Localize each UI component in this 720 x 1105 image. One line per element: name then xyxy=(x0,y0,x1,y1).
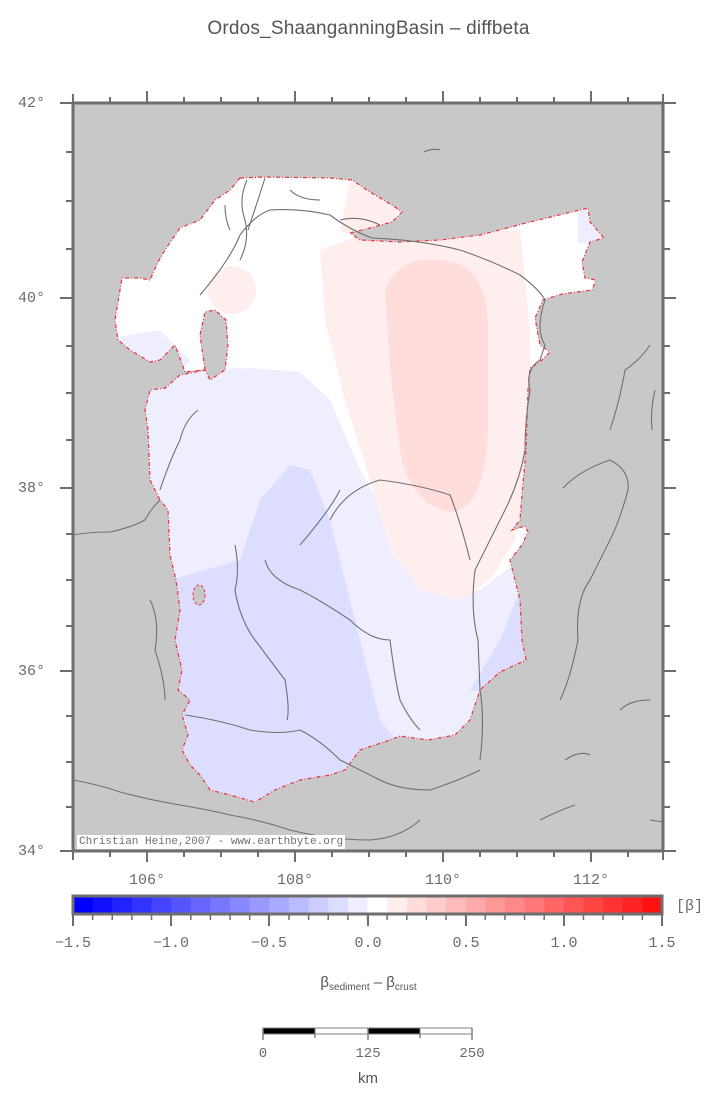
colorbar-cell xyxy=(288,896,310,914)
lon-label-108: 108° xyxy=(276,872,313,889)
colorbar-cell xyxy=(190,896,211,914)
lat-label-40: 40° xyxy=(18,290,46,307)
colorbar-cell xyxy=(603,896,624,914)
bottom-ticks xyxy=(72,851,664,862)
colorbar-title: βsediment – βcrust xyxy=(320,974,417,993)
colorbar-tick-label: −1.0 xyxy=(152,935,189,952)
colorbar-cell xyxy=(347,896,368,914)
colorbar-tick-label: −0.5 xyxy=(250,935,287,952)
colorbar-tick-label: 0.5 xyxy=(452,935,480,952)
colorbar-cell xyxy=(249,896,270,914)
lat-label-36: 36° xyxy=(18,663,46,680)
lat-label-38: 38° xyxy=(18,480,46,497)
colorbar-cell xyxy=(524,896,545,914)
colorbar-cell xyxy=(426,896,447,914)
colorbar-cell xyxy=(210,896,231,914)
lat-label-34: 34° xyxy=(18,843,46,860)
basin-hole xyxy=(192,584,206,606)
colorbar-cell xyxy=(642,896,663,914)
map-title: Ordos_ShaanganningBasin – diffbeta xyxy=(207,18,530,39)
scalebar-label-125: 125 xyxy=(355,1046,381,1062)
top-ticks xyxy=(72,91,664,103)
basin-diffbeta-field xyxy=(115,177,604,802)
colorbar-cell xyxy=(367,896,388,914)
colorbar-cell xyxy=(485,896,506,914)
colorbar-tick-label: 1.0 xyxy=(550,935,578,952)
colorbar-cell xyxy=(112,896,133,914)
colorbar-cell xyxy=(622,896,643,914)
colorbar-tick-label: −1.5 xyxy=(54,935,91,952)
scalebar-label-250: 250 xyxy=(459,1046,485,1062)
colorbar-unit: [β] xyxy=(676,898,704,915)
rivers xyxy=(73,148,663,841)
colorbar-cell xyxy=(544,896,565,914)
colorbar-cell xyxy=(446,896,467,914)
colorbar-cell xyxy=(73,896,94,914)
lon-label-112: 112° xyxy=(572,872,609,889)
colorbar-cell xyxy=(563,896,584,914)
basin-boundary xyxy=(114,176,606,803)
colorbar-cell xyxy=(465,896,486,914)
colorbar-cell xyxy=(230,896,251,914)
credit-label: Christian Heine,2007 - www.earthbyte.org xyxy=(77,835,346,849)
colorbar-cell xyxy=(151,896,172,914)
colorbar-cell xyxy=(406,896,427,914)
colorbar-tick-label: 1.5 xyxy=(648,935,676,952)
colorbar-cell xyxy=(583,896,604,914)
colorbar-cell xyxy=(131,896,153,914)
colorbar-cell xyxy=(171,896,192,914)
colorbar-cell xyxy=(92,896,113,914)
scalebar-label-0: 0 xyxy=(258,1046,268,1062)
scale-bar xyxy=(262,1027,473,1040)
lat-label-42: 42° xyxy=(18,95,46,112)
right-ticks xyxy=(663,102,676,852)
scalebar-unit: km xyxy=(358,1070,378,1087)
colorbar-cell xyxy=(269,896,290,914)
lon-label-110: 110° xyxy=(424,872,461,889)
colorbar-cell xyxy=(328,896,349,914)
lon-label-106: 106° xyxy=(128,872,165,889)
left-ticks xyxy=(60,102,73,852)
colorbar xyxy=(71,894,664,926)
colorbar-cell xyxy=(504,896,526,914)
colorbar-cell xyxy=(308,896,329,914)
colorbar-cell xyxy=(387,896,408,914)
colorbar-tick-label: 0.0 xyxy=(354,935,382,952)
